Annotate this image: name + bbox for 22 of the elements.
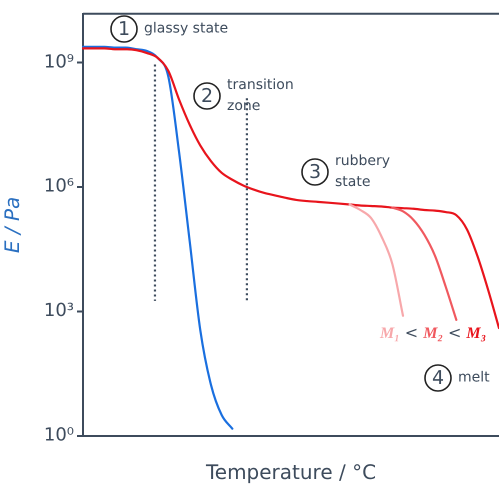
y-axis-title: E / Pa (0, 196, 24, 254)
line-series (82, 47, 499, 330)
annotation: 1 (118, 18, 130, 40)
annotation: transition zone (227, 77, 294, 114)
annotation: rubbery state (335, 153, 390, 190)
x-axis-title: Temperature / °C (204, 460, 376, 484)
annotation: 2 (200, 84, 214, 107)
series-label: M₂ (422, 325, 444, 342)
line-series (348, 203, 404, 317)
y-tick-label: 10⁶ (44, 176, 74, 197)
y-tick-label: 10³ (44, 300, 74, 322)
annotation: 4 (432, 366, 444, 389)
annotation: < (404, 323, 418, 342)
annotation: glassy state (144, 20, 228, 37)
annotation: 3 (308, 160, 322, 183)
y-tick-label: 10⁰ (44, 424, 74, 446)
series-label: M₁ (379, 325, 400, 342)
y-tick-label: 10⁹ (44, 51, 74, 72)
line-series (391, 206, 458, 321)
annotation: melt (458, 370, 490, 386)
series-label: M₃ (465, 325, 486, 342)
annotation: < (448, 323, 462, 342)
